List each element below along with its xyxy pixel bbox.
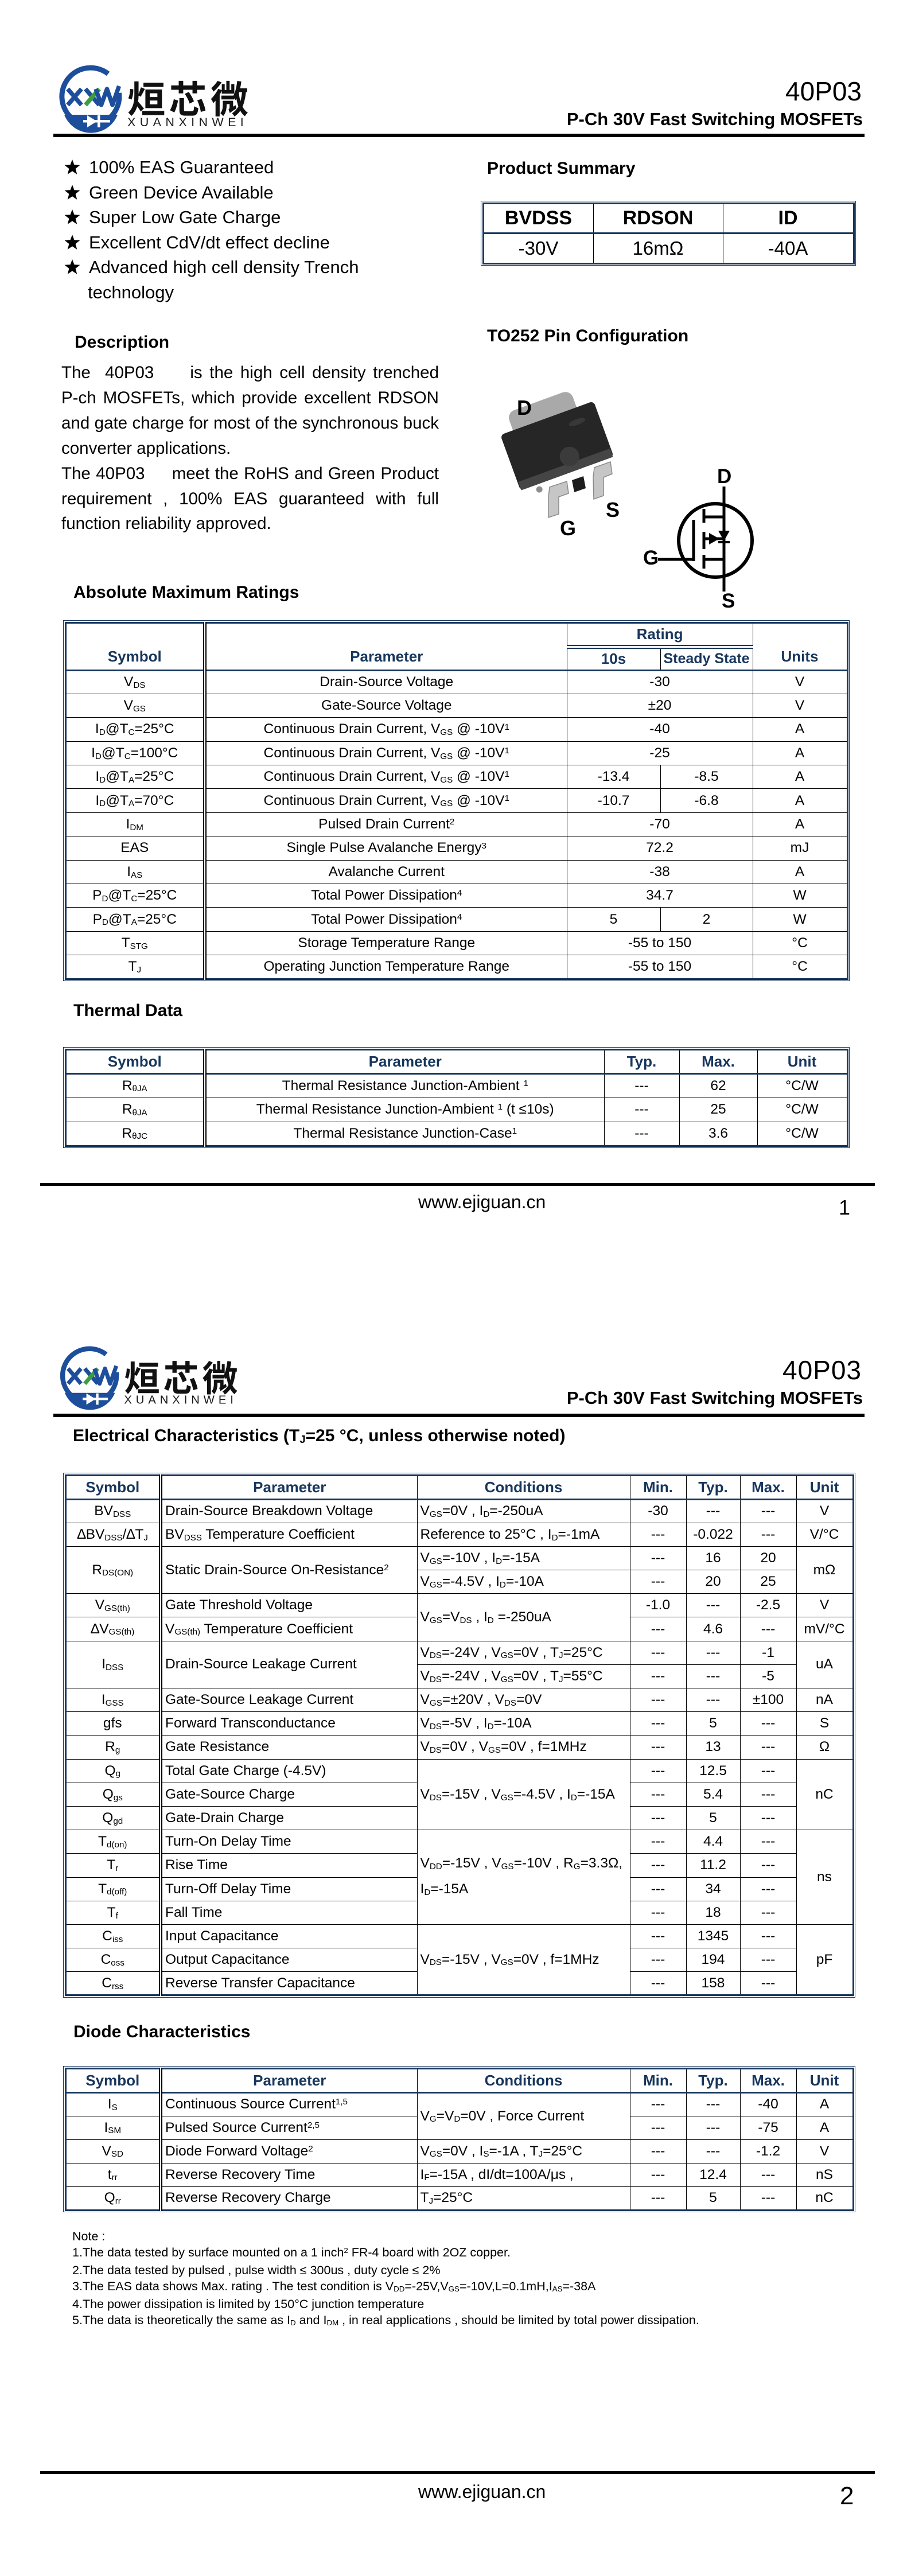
svg-text:D: D: [717, 465, 731, 488]
svg-text:XUANXINWEI: XUANXINWEI: [124, 1394, 237, 1407]
svg-text:S: S: [722, 590, 735, 612]
svg-text:D: D: [517, 396, 532, 419]
svg-text:G: G: [643, 547, 659, 569]
svg-text:G: G: [560, 516, 576, 540]
svg-text:S: S: [606, 498, 620, 522]
svg-text:XUANXINWEI: XUANXINWEI: [127, 115, 248, 129]
